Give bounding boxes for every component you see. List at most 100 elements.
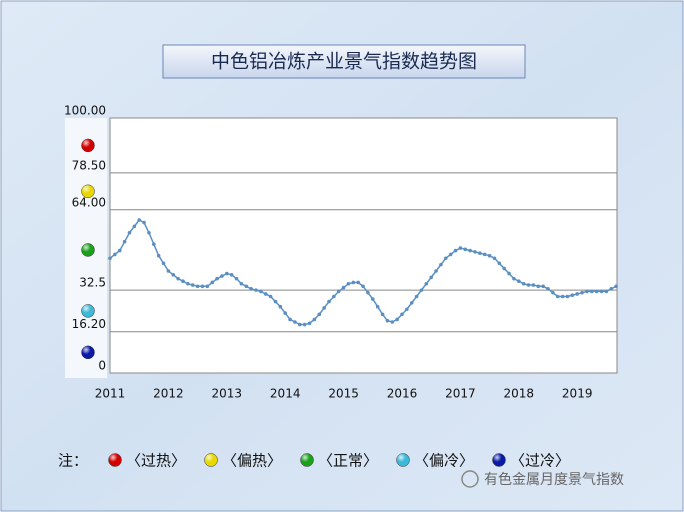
data-point (560, 294, 565, 299)
data-point (312, 317, 317, 322)
level-indicator-shine (81, 345, 95, 359)
data-point (458, 246, 463, 250)
data-point (156, 253, 161, 258)
legend-marker-shine (492, 453, 506, 467)
data-point (424, 281, 429, 286)
data-point (361, 284, 365, 289)
data-point (448, 252, 453, 257)
data-point (570, 293, 575, 298)
title-box (162, 44, 526, 79)
data-point (166, 269, 171, 273)
data-point (517, 279, 521, 284)
x-tick-label: 2017 (445, 387, 476, 401)
data-point (526, 283, 531, 287)
data-point (161, 261, 166, 266)
data-point (521, 281, 526, 286)
data-point (200, 284, 205, 289)
data-point (463, 247, 468, 252)
data-point (390, 320, 395, 324)
level-indicator-shine (81, 184, 95, 198)
data-point (434, 269, 438, 273)
y-tick-label: 16.20 (72, 317, 106, 331)
data-point (546, 287, 550, 291)
data-point (371, 297, 375, 301)
x-tick-label: 2012 (153, 387, 184, 401)
data-point (317, 312, 322, 317)
data-point (254, 288, 258, 292)
data-point (249, 287, 253, 291)
data-point (444, 256, 448, 261)
data-point (492, 256, 497, 261)
level-indicator-shine (81, 304, 95, 318)
x-tick-label: 2018 (504, 387, 535, 401)
data-point (273, 299, 278, 304)
data-point (332, 294, 336, 299)
data-point (478, 251, 482, 255)
legend-marker-shine (204, 453, 218, 467)
data-point (341, 285, 346, 290)
data-point (551, 290, 555, 295)
data-point (380, 312, 385, 317)
data-point (225, 271, 229, 276)
data-point (356, 280, 361, 285)
data-point (210, 280, 214, 285)
legend-marker-shine (108, 453, 122, 467)
data-point (336, 289, 341, 294)
data-point (298, 322, 302, 327)
data-point (594, 289, 599, 294)
data-point (405, 307, 409, 312)
data-point (609, 287, 614, 291)
data-point (375, 304, 380, 309)
legend-label: 〈过热〉 (126, 452, 186, 470)
data-point (419, 288, 424, 292)
data-point (239, 281, 244, 286)
data-point (283, 311, 288, 315)
data-point (541, 284, 545, 289)
data-point (215, 276, 219, 281)
data-point (400, 312, 404, 317)
data-point (181, 279, 185, 284)
x-tick-label: 2015 (328, 387, 359, 401)
data-point (293, 320, 297, 324)
data-point (575, 292, 579, 296)
data-point (585, 289, 589, 294)
data-point (152, 242, 156, 247)
data-point (366, 290, 370, 295)
data-point (117, 248, 122, 253)
data-point (205, 284, 210, 289)
data-point (453, 248, 458, 253)
legend-marker-shine (300, 453, 314, 467)
y-tick-label: 78.50 (72, 158, 106, 172)
data-point (278, 304, 283, 309)
y-tick-label: 100.00 (64, 104, 106, 118)
legend-label: 〈正常〉 (318, 452, 378, 470)
data-point (507, 271, 511, 276)
data-point (171, 273, 176, 277)
data-point (473, 250, 477, 254)
data-point (302, 322, 307, 327)
data-point (122, 239, 127, 244)
data-point (414, 294, 419, 299)
level-indicator-shine (81, 138, 95, 152)
y-tick-label: 0 (98, 359, 106, 373)
data-point (599, 289, 604, 294)
data-point (351, 280, 356, 285)
y-tick-label: 32.5 (79, 276, 106, 290)
data-point (409, 301, 414, 305)
legend-marker-shine (396, 453, 410, 467)
data-point (263, 292, 268, 296)
data-point (497, 261, 502, 266)
data-point (536, 284, 541, 289)
data-point (346, 281, 351, 286)
plot-area (109, 117, 618, 374)
data-point (565, 294, 570, 299)
data-point (268, 294, 273, 299)
data-point (531, 283, 536, 287)
x-tick-label: 2013 (212, 387, 243, 401)
data-point (195, 284, 200, 289)
chart-title: 中色铝冶炼产业景气指数趋势图 (211, 51, 477, 73)
x-tick-label: 2016 (387, 387, 418, 401)
data-point (555, 294, 560, 299)
legend-label: 〈过冷〉 (510, 452, 570, 470)
